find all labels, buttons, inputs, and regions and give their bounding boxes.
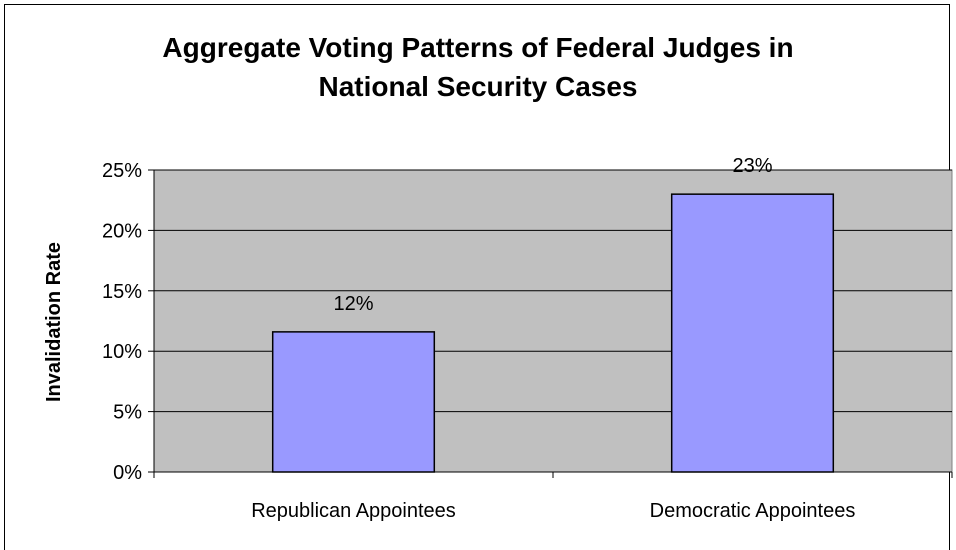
x-tick-labels: Republican Appointees Democratic Appointe… <box>251 500 855 522</box>
y-tick-label: 5% <box>113 402 142 424</box>
bar <box>271 331 436 473</box>
y-tick-label: 25% <box>102 160 142 182</box>
data-label: 12% <box>333 293 373 315</box>
chart-title-line-1: Aggregate Voting Patterns of Federal Jud… <box>162 32 794 63</box>
bar <box>670 193 835 473</box>
y-tick-label: 0% <box>113 462 142 484</box>
y-tick-labels: 0% 5% 10% 15% 20% 25% <box>102 160 142 484</box>
chart-title-line-2: National Security Cases <box>318 71 638 102</box>
x-tick-label: Republican Appointees <box>251 500 456 522</box>
y-tick-label: 15% <box>102 281 142 303</box>
bars <box>271 193 835 473</box>
chart-title: Aggregate Voting Patterns of Federal Jud… <box>0 28 956 106</box>
y-tick-label: 20% <box>102 220 142 242</box>
data-label: 23% <box>732 155 772 177</box>
data-labels: 12% 23% <box>333 155 772 315</box>
axes <box>148 169 953 478</box>
x-tick-label: Democratic Appointees <box>650 500 856 522</box>
y-axis-label: Invalidation Rate <box>43 242 65 402</box>
y-tick-label: 10% <box>102 341 142 363</box>
